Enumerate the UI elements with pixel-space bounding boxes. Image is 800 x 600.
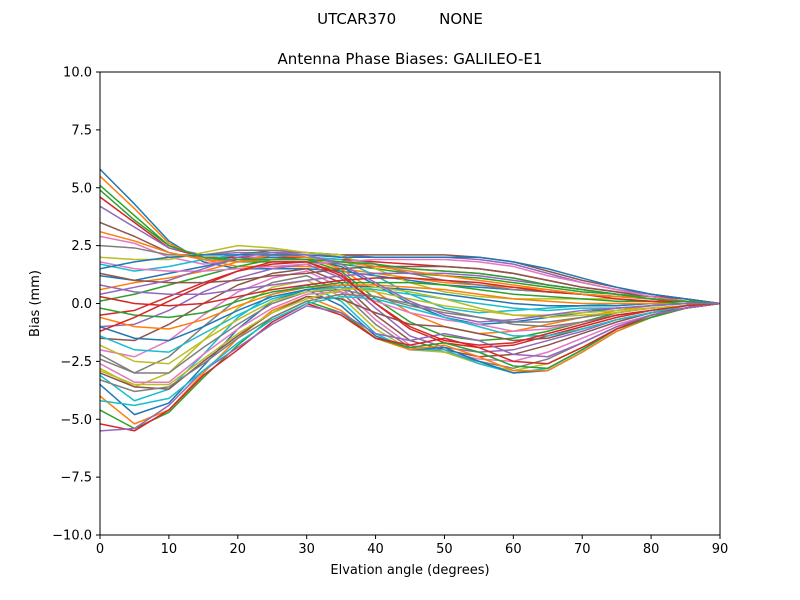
- y-axis-label: Bias (mm): [28, 270, 43, 337]
- series-line-39: [100, 286, 720, 386]
- y-tick-label: 0.0: [71, 297, 92, 312]
- y-tick-label: 2.5: [71, 239, 92, 254]
- series-line-22: [100, 295, 720, 425]
- x-tick-label: 50: [436, 542, 453, 557]
- x-tick-label: 80: [643, 542, 660, 557]
- x-tick-label: 30: [298, 542, 315, 557]
- series-line-45: [100, 251, 720, 323]
- y-tick-label: −5.0: [60, 413, 92, 428]
- y-tick-label: 5.0: [71, 181, 92, 196]
- y-tick-label: −7.5: [60, 471, 92, 486]
- series-line-41: [100, 254, 720, 305]
- x-tick-label: 70: [574, 542, 591, 557]
- x-tick-label: 0: [96, 542, 104, 557]
- series-line-44: [100, 261, 720, 346]
- x-axis-label: Elvation angle (degrees): [330, 563, 489, 578]
- y-tick-label: −2.5: [60, 355, 92, 370]
- chart-suptitle: UTCAR370 NONE: [317, 10, 483, 28]
- x-tick-label: 10: [161, 542, 178, 557]
- x-tick-label: 60: [505, 542, 522, 557]
- x-tick-label: 40: [367, 542, 384, 557]
- series-layer: [100, 168, 720, 432]
- series-line-34: [100, 277, 720, 307]
- x-axis-ticks: 0 10 20 30 40 50 60 70 80 90: [96, 535, 728, 557]
- series-line-31: [100, 284, 720, 342]
- series-line-37: [100, 258, 720, 305]
- chart-title: Antenna Phase Biases: GALILEO-E1: [278, 50, 543, 68]
- y-axis-ticks: 10.0 7.5 5.0 2.5 0.0 −2.5 −5.0 −7.5 −10.0: [52, 66, 100, 544]
- y-tick-label: −10.0: [52, 529, 92, 544]
- series-line-43: [100, 189, 720, 305]
- series-line-36: [100, 265, 720, 305]
- series-line-32: [100, 284, 720, 330]
- series-line-29: [100, 286, 720, 365]
- series-line-33: [100, 281, 720, 319]
- series-line-40: [100, 295, 720, 407]
- series-line-42: [100, 231, 720, 305]
- series-line-24: [100, 302, 720, 432]
- x-tick-label: 90: [712, 542, 729, 557]
- y-tick-label: 7.5: [71, 123, 92, 138]
- y-tick-label: 10.0: [63, 66, 92, 81]
- x-tick-label: 20: [230, 542, 247, 557]
